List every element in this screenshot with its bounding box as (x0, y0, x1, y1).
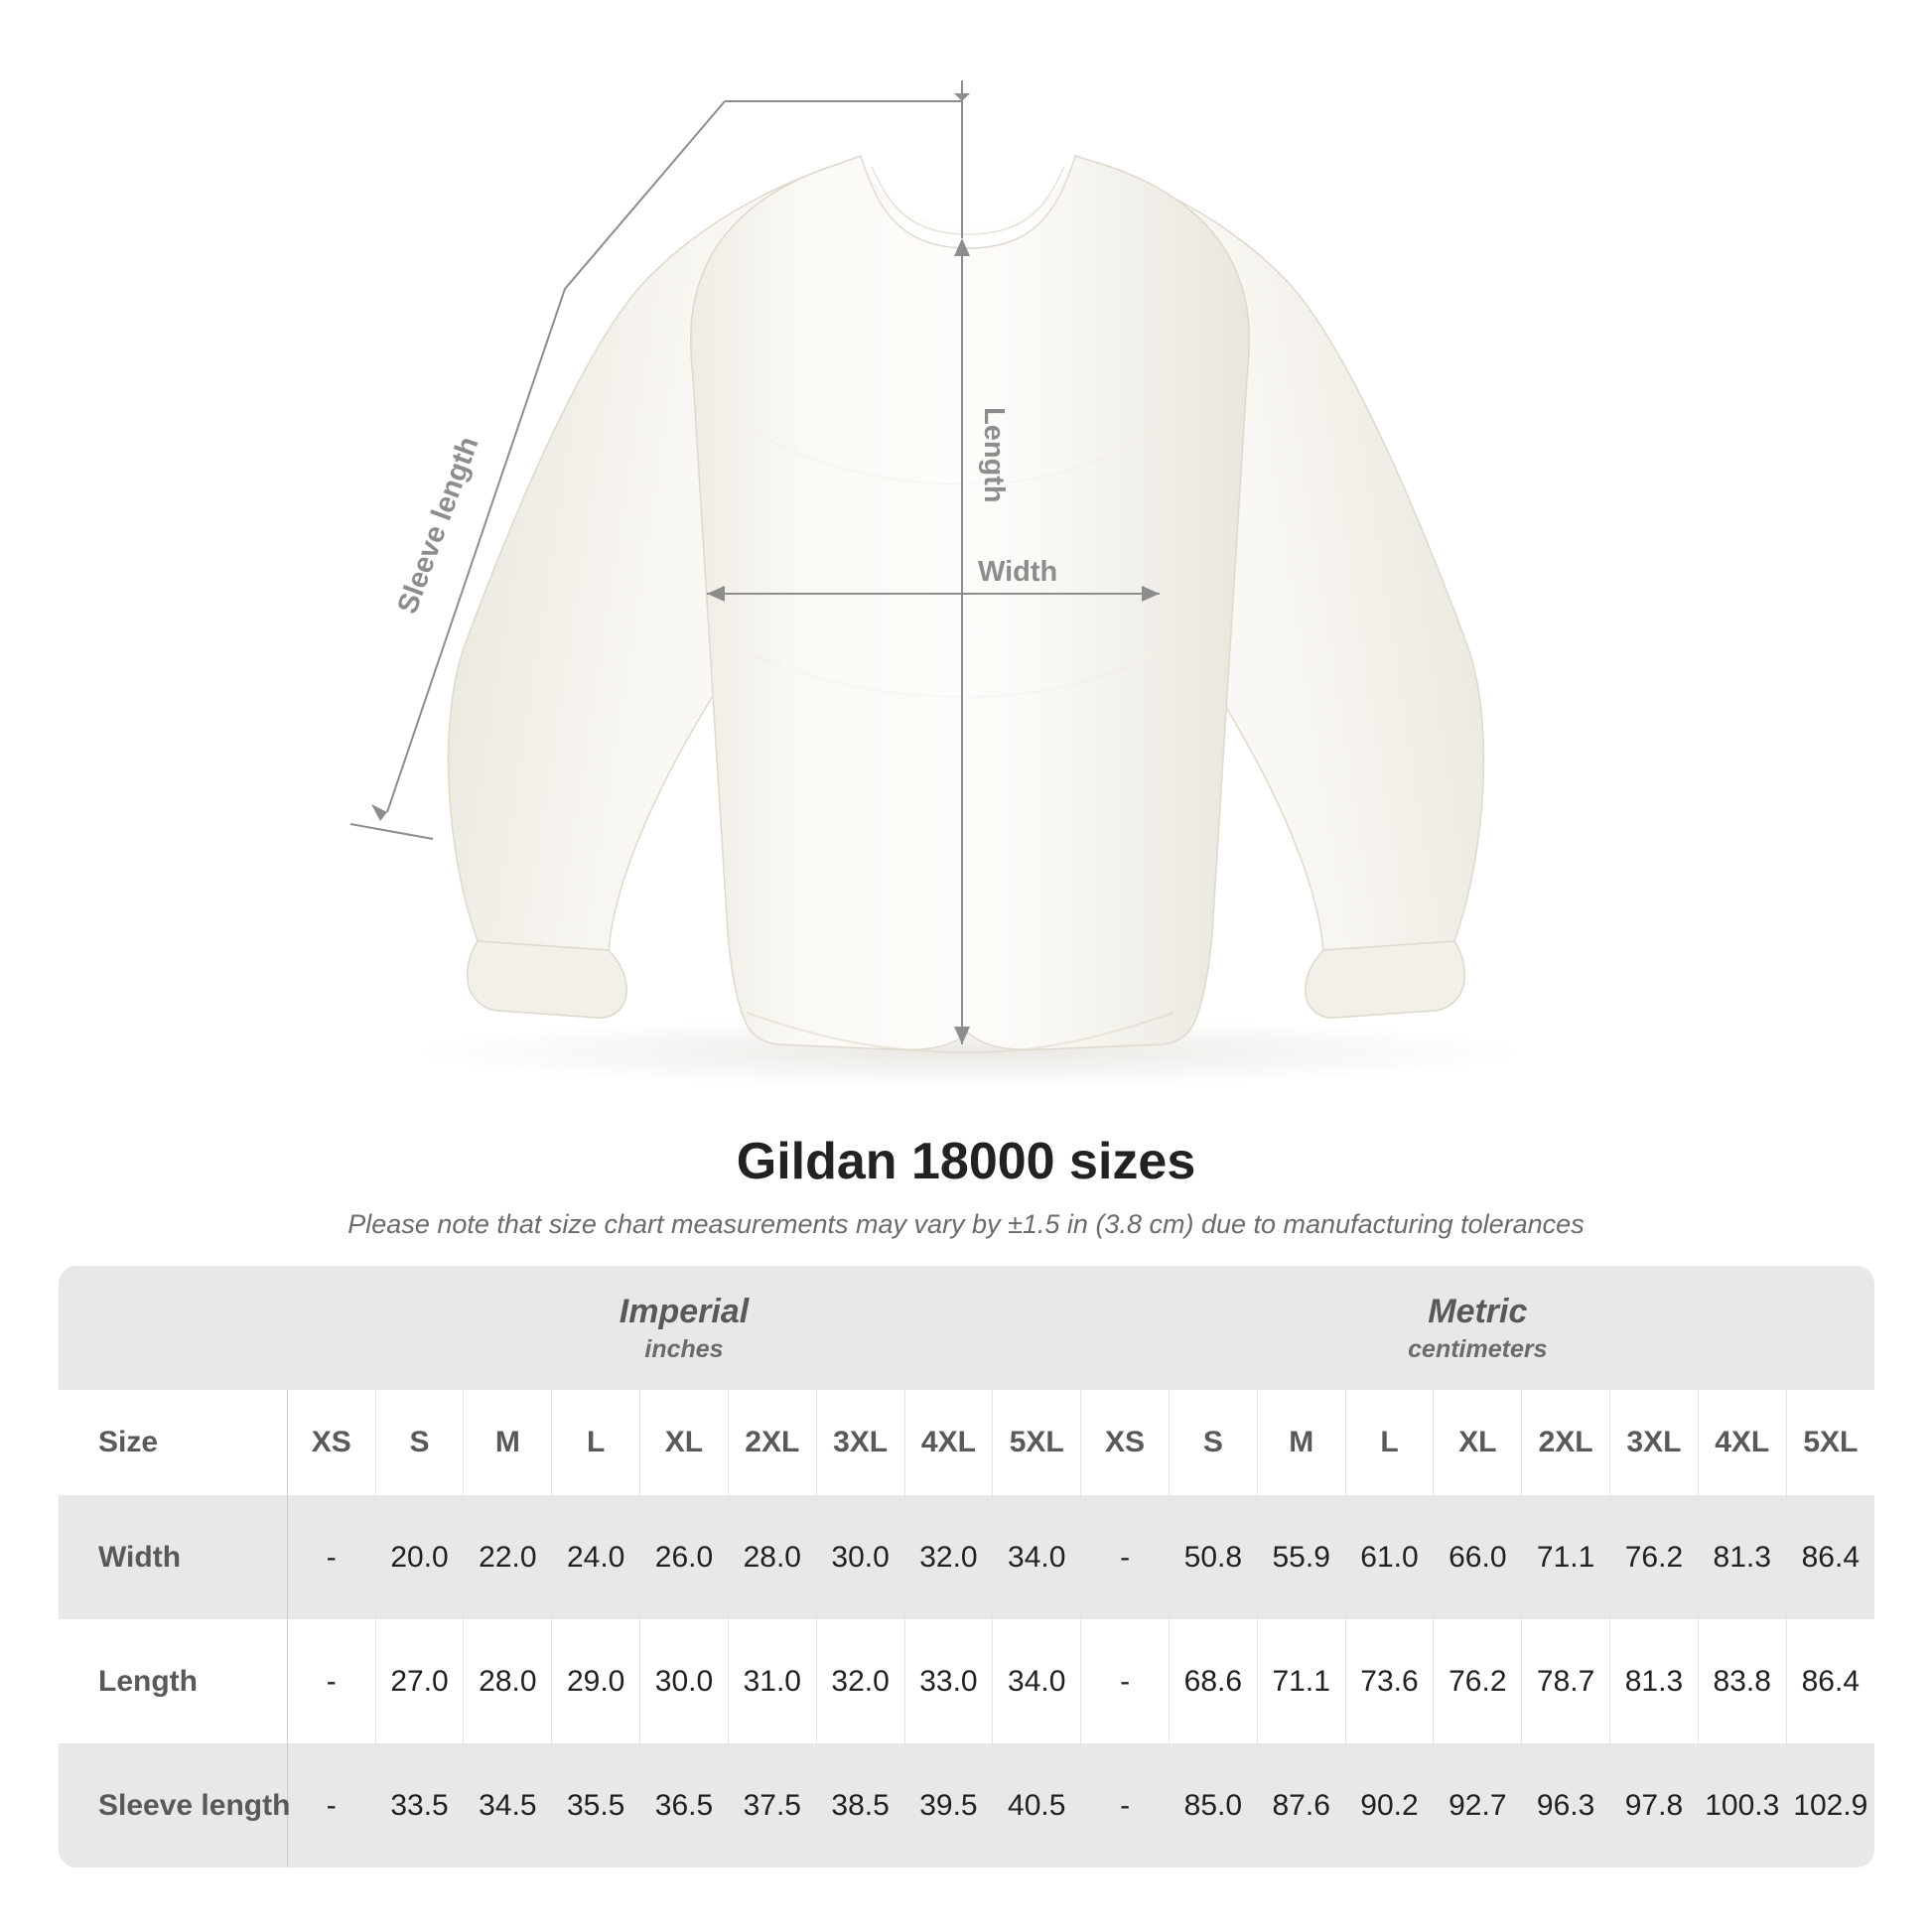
svg-text:Length: Length (978, 407, 1010, 503)
svg-text:Width: Width (978, 556, 1057, 588)
svg-text:Sleeve length: Sleeve length (392, 433, 485, 619)
